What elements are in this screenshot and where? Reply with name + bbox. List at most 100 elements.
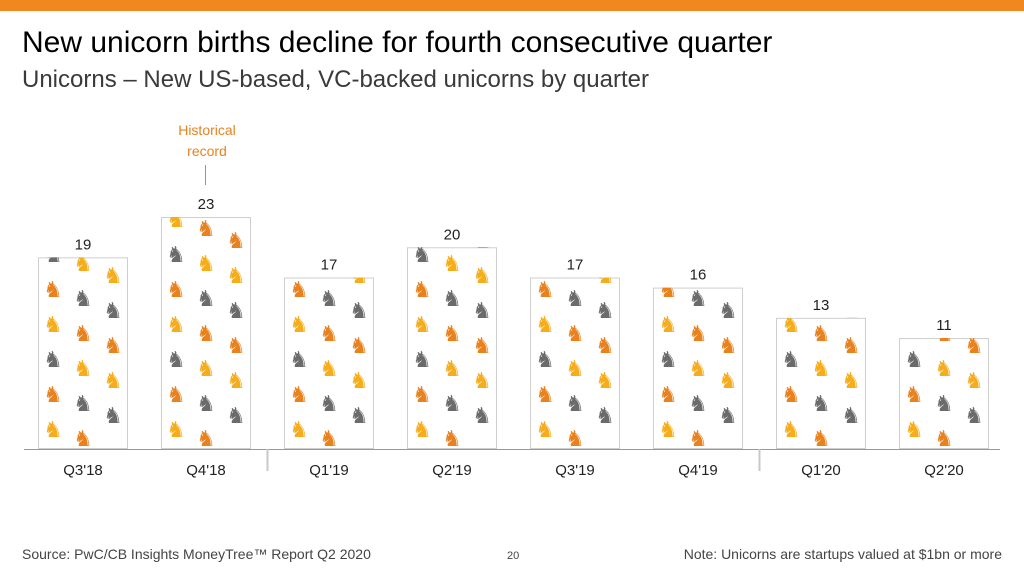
- unicorn-icon: ♞: [289, 418, 309, 443]
- unicorn-icon: ♞: [412, 208, 432, 233]
- unicorn-icon: ♞: [934, 427, 954, 452]
- unicorn-icon: ♞: [442, 357, 462, 382]
- unicorn-icon: ♞: [904, 313, 924, 338]
- unicorn-icon: ♞: [781, 278, 801, 303]
- unicorn-icon: ♞: [349, 369, 369, 394]
- category-label-Q1'19: Q1'19: [309, 462, 349, 479]
- bar-Q2'20: ♞ ♞ ♞ ♞ ♞ ♞ ♞ ♞ ♞ ♞ ♞ ♞: [899, 299, 989, 452]
- category-label-Q2'20: Q2'20: [924, 462, 964, 479]
- unicorn-icon: ♞: [595, 229, 615, 254]
- unicorn-icon: ♞: [73, 392, 93, 417]
- unicorn-icon: ♞: [811, 427, 831, 452]
- unicorn-icon: ♞: [535, 348, 555, 373]
- unicorn-icon: ♞: [289, 383, 309, 408]
- unicorn-icon: ♞: [289, 278, 309, 303]
- bar-frame: [407, 247, 497, 449]
- unicorn-icon: ♞: [595, 404, 615, 429]
- unicorn-icon: ♞: [349, 299, 369, 324]
- unicorn-icon: ♞: [658, 383, 678, 408]
- unicorn-icon: ♞: [964, 299, 984, 324]
- annotation-line-1: Historical: [178, 122, 236, 138]
- unicorn-icon: ♞: [319, 322, 339, 347]
- unicorn-icon: ♞: [472, 229, 492, 254]
- unicorn-icon: ♞: [226, 334, 246, 359]
- category-label-Q4'19: Q4'19: [678, 462, 718, 479]
- page-number: 20: [507, 550, 520, 562]
- bar-Q2'19: ♞ ♞♞♞ ♞♞♞ ♞♞♞ ♞♞♞ ♞♞♞ ♞♞♞ ♞♞: [407, 194, 497, 452]
- unicorn-icon: ♞: [964, 369, 984, 394]
- bar-Q1'19: ♞ ♞♞♞ ♞♞♞ ♞♞♞ ♞♞♞ ♞♞♞ ♞♞: [284, 229, 374, 449]
- unicorn-icon: ♞: [934, 392, 954, 417]
- bar-Q3'19: ♞ ♞♞♞ ♞♞♞ ♞♞♞ ♞♞♞ ♞♞♞ ♞♞: [530, 229, 620, 452]
- unicorn-icon: ♞: [412, 383, 432, 408]
- unicorn-icon: ♞: [904, 348, 924, 373]
- historical-record-annotation: Historical record: [155, 120, 259, 162]
- unicorn-icon: ♞: [964, 334, 984, 359]
- unicorn-icon: ♞: [535, 313, 555, 338]
- data-label-Q1'19: 17: [321, 257, 338, 274]
- bar-frame: [38, 257, 128, 450]
- unicorn-icon: ♞: [43, 278, 63, 303]
- unicorn-icon: ♞: [349, 229, 369, 254]
- unicorn-icon: ♞: [781, 313, 801, 338]
- category-label-Q3'19: Q3'19: [555, 462, 595, 479]
- unicorn-icon: ♞: [565, 357, 585, 382]
- unicorn-icon: ♞: [718, 404, 738, 429]
- unicorn-icon: ♞: [412, 348, 432, 373]
- unicorn-icon: ♞: [904, 418, 924, 443]
- unicorn-icon: ♞: [196, 287, 216, 312]
- unicorn-icon: ♞: [442, 322, 462, 347]
- data-label-Q2'19: 20: [444, 226, 461, 243]
- annotation-line-2: record: [187, 143, 227, 159]
- unicorn-icon: ♞: [43, 348, 63, 373]
- unicorn-icon: ♞: [349, 334, 369, 359]
- unicorn-icon: ♞: [73, 357, 93, 382]
- source-note: Source: PwC/CB Insights MoneyTree™ Repor…: [22, 546, 371, 562]
- unicorn-icon: ♞: [904, 383, 924, 408]
- bar-frame: [161, 217, 251, 449]
- unicorn-icon: ♞: [226, 264, 246, 289]
- unicorn-icon: ♞: [349, 404, 369, 429]
- unicorn-icon: ♞: [841, 369, 861, 394]
- unicorn-icon: ♞: [196, 322, 216, 347]
- unicorn-icon: ♞: [565, 427, 585, 452]
- page-title: New unicorn births decline for fourth co…: [22, 26, 773, 59]
- unicorn-icon: ♞: [289, 243, 309, 268]
- unicorn-icon: ♞: [73, 252, 93, 277]
- bar-frame: [899, 338, 989, 450]
- unicorn-icon: ♞: [658, 278, 678, 303]
- unicorn-icon: ♞: [535, 418, 555, 443]
- unicorn-icon: ♞: [442, 427, 462, 452]
- unicorn-icon: ♞: [658, 348, 678, 373]
- unicorn-icon: ♞: [289, 313, 309, 338]
- unicorn-icon: ♞: [841, 334, 861, 359]
- data-label-Q2'20: 11: [936, 317, 952, 334]
- unicorn-icon: ♞: [103, 404, 123, 429]
- unicorn-icon: ♞: [934, 357, 954, 382]
- category-label-Q4'18: Q4'18: [186, 462, 226, 479]
- bar-Q3'18: ♞ ♞ ♞ ♞ ♞ ♞ ♞ ♞ ♞ ♞ ♞ ♞ ♞ ♞ ♞ ♞ ♞ ♞: [38, 252, 128, 450]
- unicorn-icon: ♞: [472, 299, 492, 324]
- unicorn-icon: ♞: [595, 334, 615, 359]
- unicorn-icon: ♞: [688, 392, 708, 417]
- definition-note: Note: Unicorns are startups valued at $1…: [683, 546, 1002, 562]
- unicorn-icon: ♞: [595, 264, 615, 289]
- unicorn-icon: ♞: [565, 392, 585, 417]
- unicorn-icon: ♞: [73, 322, 93, 347]
- page-subtitle: Unicorns – New US-based, VC-backed unico…: [22, 66, 649, 93]
- unicorn-icon: ♞: [289, 348, 309, 373]
- unicorn-icon: ♞: [472, 194, 492, 219]
- unicorn-icon: ♞: [718, 299, 738, 324]
- unicorn-icon: ♞: [43, 313, 63, 338]
- unicorn-icon: ♞: [658, 418, 678, 443]
- bar-frame: [776, 317, 866, 449]
- unicorn-icon: ♞: [166, 173, 186, 198]
- unicorn-icon: ♞: [718, 334, 738, 359]
- unicorn-icon: ♞: [103, 299, 123, 324]
- unicorn-icon: ♞: [718, 369, 738, 394]
- unicorn-icon: ♞: [103, 334, 123, 359]
- unicorn-icon: ♞: [166, 383, 186, 408]
- bar-Q4'19: ♞ ♞♞♞ ♞♞♞ ♞♞♞ ♞♞♞ ♞♞♞ ♞♞: [653, 278, 743, 450]
- unicorn-icon: ♞: [841, 264, 861, 289]
- unicorn-icon: ♞: [103, 369, 123, 394]
